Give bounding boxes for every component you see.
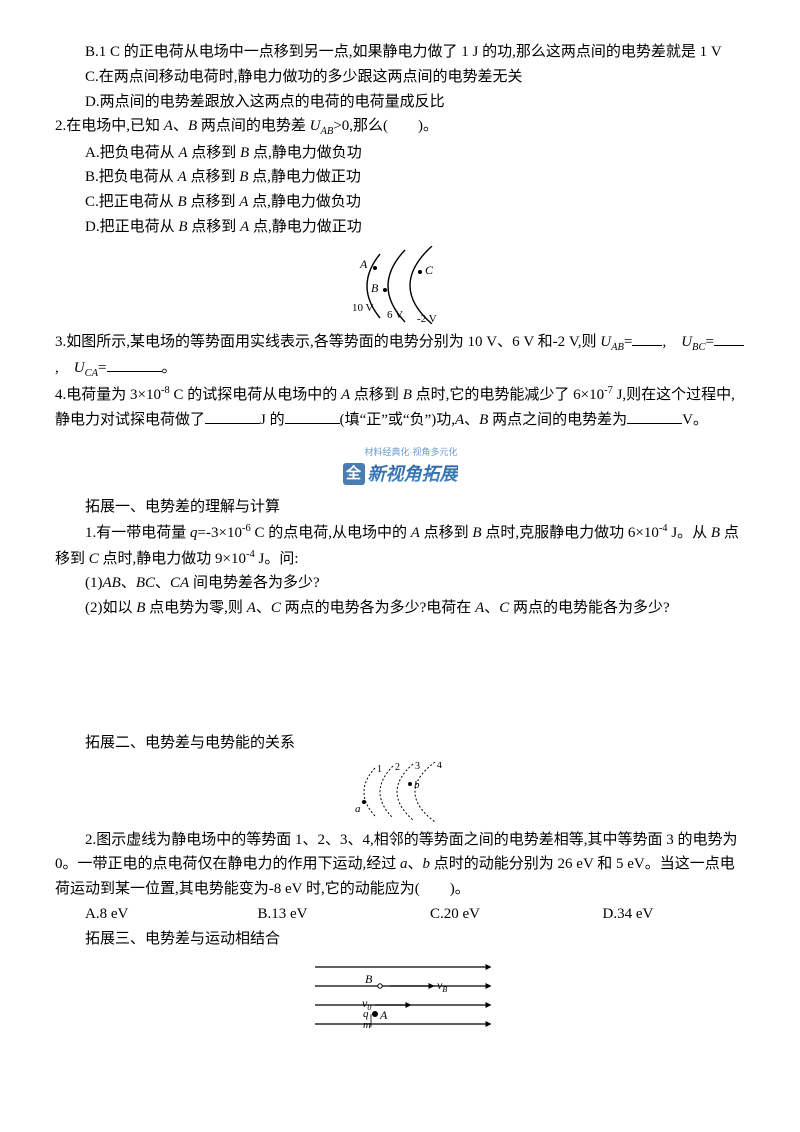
ext2-q2-stem: 2.图示虚线为静电场中的等势面 1、2、3、4,相邻的等势面之间的电势差相等,其…: [55, 828, 745, 902]
svg-text:B: B: [365, 972, 373, 986]
svg-text:1: 1: [377, 764, 382, 775]
svg-text:b: b: [414, 779, 420, 791]
ext1-q1-stem: 1.有一带电荷量 q=-3×10-6 C 的点电荷,从电场中的 A 点移到 B …: [55, 520, 745, 572]
q2-stem: 2.在电场中,已知 A、B 两点间的电势差 UAB>0,那么( )。: [55, 114, 745, 140]
figure-equipotential-1: A B C 10 V 6 V -2 V: [55, 246, 745, 324]
svg-text:a: a: [355, 803, 361, 815]
ext1-sub1: (1)AB、BC、CA 间电势差各为多少?: [55, 571, 745, 596]
figure-equipotential-2: 1 2 3 4 a b: [55, 762, 745, 822]
banner-icon: 全: [343, 463, 365, 485]
ext1-sub2: (2)如以 B 点电势为零,则 A、C 两点的电势各为多少?电荷在 A、C 两点…: [55, 596, 745, 621]
q2-opt-b: B.把负电荷从 A 点移到 B 点,静电力做正功: [55, 165, 745, 190]
q2-opt-d: D.把正电荷从 B 点移到 A 点,静电力做正功: [55, 215, 745, 240]
q4-stem: 4.电荷量为 3×10-8 C 的试探电荷从电场中的 A 点移到 B 点时,它的…: [55, 382, 745, 433]
svg-text:2: 2: [395, 762, 400, 773]
svg-text:B: B: [371, 281, 379, 295]
q2-opt-a: A.把负电荷从 A 点移到 B 点,静电力做负功: [55, 141, 745, 166]
svg-text:3: 3: [415, 762, 420, 772]
ext3-heading: 拓展三、电势差与运动相结合: [55, 927, 745, 952]
q1-opt-b: B.1 C 的正电荷从电场中一点移到另一点,如果静电力做了 1 J 的功,那么这…: [55, 40, 745, 65]
ext1-heading: 拓展一、电势差的理解与计算: [55, 495, 745, 520]
section-banner: 材料经典化·视角多元化 全 新视角拓展: [55, 439, 745, 490]
q3-stem: 3.如图所示,某电场的等势面用实线表示,各等势面的电势分别为 10 V、6 V …: [55, 330, 745, 383]
svg-text:m: m: [363, 1019, 371, 1031]
figure-field-lines: B vB v0 q m A: [55, 957, 745, 1037]
q1-opt-d: D.两点间的电势差跟放入这两点的电荷的电荷量成反比: [55, 90, 745, 115]
svg-text:A: A: [379, 1008, 388, 1022]
svg-text:6 V: 6 V: [387, 309, 403, 321]
svg-text:4: 4: [437, 762, 442, 771]
svg-text:A: A: [359, 257, 368, 271]
q1-opt-c: C.在两点间移动电荷时,静电力做功的多少跟这两点间的电势差无关: [55, 65, 745, 90]
ext2-q2-options: A.8 eV B.13 eV C.20 eV D.34 eV: [55, 902, 745, 927]
svg-text:10 V: 10 V: [352, 302, 374, 314]
ext2-heading: 拓展二、电势差与电势能的关系: [55, 731, 745, 756]
svg-text:C: C: [425, 263, 434, 277]
svg-text:-2 V: -2 V: [417, 313, 437, 324]
svg-text:vB: vB: [437, 978, 447, 994]
q2-opt-c: C.把正电荷从 B 点移到 A 点,静电力做负功: [55, 190, 745, 215]
